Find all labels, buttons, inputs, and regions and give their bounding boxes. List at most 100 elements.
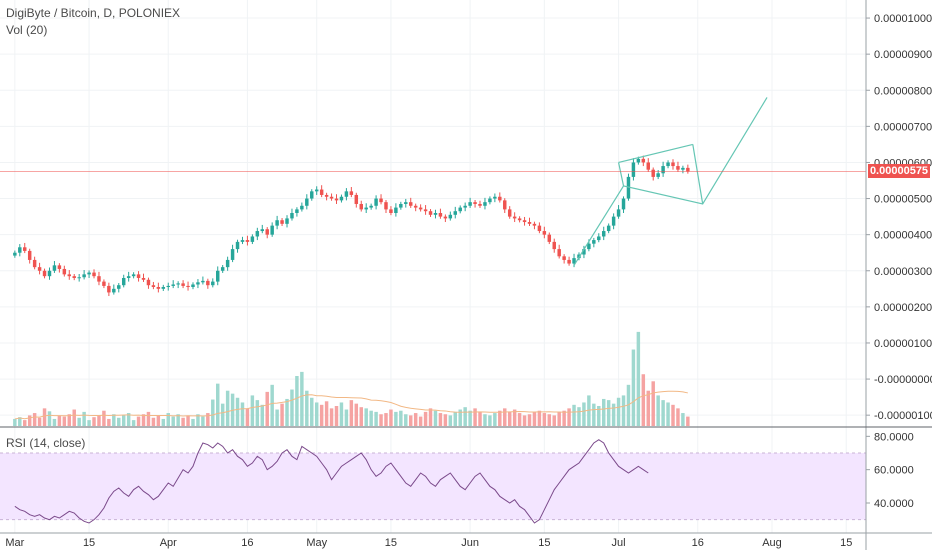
time-label-7: 15 [538, 537, 550, 549]
volume-bar-17 [97, 415, 101, 426]
volume-bar-7 [47, 411, 52, 426]
candle-body-39 [206, 280, 210, 286]
candle-body-43 [225, 259, 230, 268]
candle-body-46 [240, 240, 245, 242]
volume-bar-39 [206, 413, 210, 426]
volume-bar-68 [349, 400, 354, 426]
volume-bar-70 [359, 407, 363, 426]
candle-body-82 [418, 207, 423, 210]
volume-bar-36 [191, 418, 195, 426]
volume-bar-53 [275, 409, 279, 426]
candle-body-7 [47, 270, 52, 277]
price-tick-label-5: 0.00000500 [874, 194, 932, 206]
candle-body-0 [13, 252, 17, 256]
candle-body-100 [507, 209, 512, 217]
candle-body-34 [181, 283, 185, 286]
price-tick-label-7: 0.00000300 [874, 266, 932, 278]
volume-bar-119 [601, 398, 606, 426]
candle-body-130 [656, 173, 660, 177]
volume-bar-96 [488, 415, 492, 426]
volume-bar-128 [646, 390, 650, 426]
time-label-5: 15 [385, 537, 397, 549]
candle-body-119 [601, 231, 606, 237]
volume-bar-62 [319, 404, 324, 426]
candle-body-125 [631, 162, 636, 177]
volume-bar-118 [597, 406, 601, 426]
candle-body-35 [186, 285, 190, 288]
rsi-legend[interactable]: RSI (14, close) [6, 436, 86, 450]
candle-body-104 [527, 222, 532, 224]
volume-bar-31 [166, 413, 170, 426]
rsi-line [14, 439, 649, 524]
candle-body-45 [235, 241, 240, 250]
candle-body-28 [151, 285, 156, 288]
candle-body-36 [191, 284, 195, 288]
volume-bar-30 [161, 418, 166, 426]
time-label-6: Jun [461, 537, 479, 549]
volume-bar-66 [339, 402, 344, 426]
candle-body-50 [260, 229, 265, 232]
volume-bar-129 [651, 381, 655, 426]
volume-bar-12 [72, 409, 76, 426]
volume-bar-32 [171, 416, 175, 426]
candle-body-10 [62, 268, 67, 275]
candle-body-1 [18, 247, 22, 253]
volume-bar-101 [512, 409, 517, 426]
volume-legend[interactable]: Vol (20) [6, 23, 48, 37]
candle-body-93 [473, 202, 477, 204]
time-label-1: 15 [83, 537, 95, 549]
volume-bar-97 [493, 413, 497, 426]
volume-bar-40 [211, 399, 215, 426]
volume-bar-47 [245, 408, 250, 426]
volume-bar-65 [334, 406, 339, 426]
candle-body-23 [126, 276, 131, 278]
candle-body-44 [230, 249, 235, 260]
channel-drawing[interactable] [573, 97, 768, 266]
candle-body-84 [428, 211, 433, 215]
candle-body-133 [671, 162, 675, 167]
candle-body-22 [121, 277, 126, 286]
candle-body-102 [517, 218, 522, 221]
volume-bar-100 [507, 411, 512, 426]
candle-body-53 [275, 220, 279, 226]
volume-bar-51 [265, 391, 269, 426]
candle-body-107 [542, 231, 547, 235]
candle-body-97 [493, 196, 497, 199]
candle-body-13 [77, 277, 81, 279]
candle-body-103 [522, 220, 527, 223]
volume-bar-24 [131, 420, 136, 426]
candle-body-5 [37, 267, 42, 271]
candle-body-134 [676, 166, 680, 170]
channel-left-edge [617, 162, 625, 187]
candle-body-61 [314, 189, 319, 192]
volume-bar-21 [117, 417, 121, 426]
volume-bar-64 [329, 408, 334, 426]
candle-body-6 [42, 270, 47, 277]
candle-body-8 [52, 265, 57, 271]
volume-bar-110 [557, 411, 561, 426]
price-tick-label-1: 0.00000900 [874, 49, 932, 61]
time-label-4: May [306, 537, 327, 549]
volume-ma-line [14, 390, 688, 420]
candle-body-67 [344, 191, 349, 197]
candle-body-95 [483, 202, 487, 206]
channel-lower-line [573, 97, 768, 266]
volume-bar-133 [671, 404, 675, 426]
candle-body-99 [503, 200, 507, 210]
symbol-title[interactable]: DigiByte / Bitcoin, D, POLONIEX [6, 6, 181, 20]
candle-body-71 [364, 207, 368, 210]
volume-bar-86 [438, 413, 443, 426]
volume-bar-112 [567, 408, 571, 426]
volume-bar-116 [587, 395, 591, 426]
volume-bar-35 [186, 415, 190, 426]
candle-body-42 [220, 267, 225, 271]
price-tick-label-6: 0.00000400 [874, 230, 932, 242]
volume-bar-125 [631, 349, 636, 426]
volume-bar-114 [577, 407, 581, 426]
volume-bar-57 [295, 376, 299, 426]
volume-bar-89 [453, 411, 458, 426]
candle-body-98 [498, 196, 502, 201]
rsi-tick-label-0: 80.0000 [874, 431, 914, 443]
candle-body-4 [32, 259, 37, 268]
